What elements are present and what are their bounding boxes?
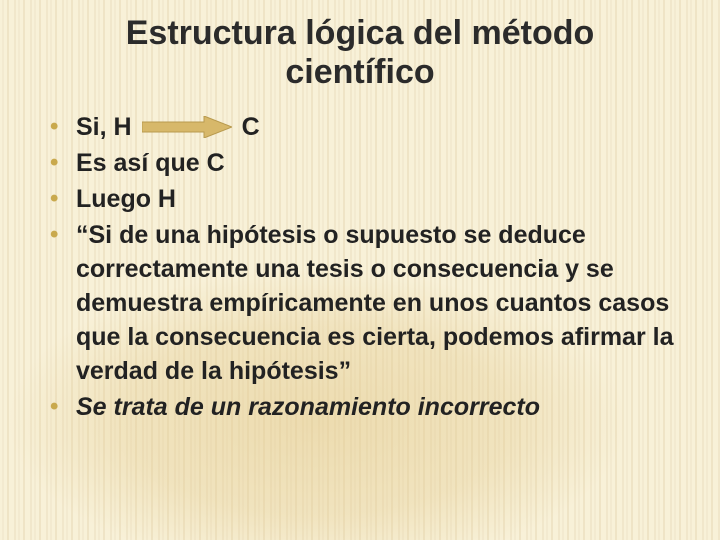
bullet-icon: •	[50, 146, 76, 180]
list-item: • Se trata de un razonamiento incorrecto	[50, 390, 688, 424]
slide-title: Estructura lógica del método científico	[32, 14, 688, 92]
arrow-suffix: C	[242, 110, 260, 144]
bullet-text: Luego H	[76, 182, 688, 216]
bullet-text-arrow: Si, H C	[76, 110, 688, 144]
bullet-icon: •	[50, 182, 76, 216]
slide-content: • Si, H C • Es así que C • Luego H • “Si…	[32, 110, 688, 424]
list-item: • Es así que C	[50, 146, 688, 180]
slide: Estructura lógica del método científico …	[0, 0, 720, 540]
bullet-icon: •	[50, 110, 76, 144]
arrow-icon	[142, 116, 232, 138]
bullet-text: Es así que C	[76, 146, 688, 180]
list-item: • “Si de una hipótesis o supuesto se ded…	[50, 218, 688, 388]
bullet-text: “Si de una hipótesis o supuesto se deduc…	[76, 218, 688, 388]
bullet-icon: •	[50, 218, 76, 252]
bullet-icon: •	[50, 390, 76, 424]
arrow-prefix: Si, H	[76, 110, 132, 144]
list-item: • Luego H	[50, 182, 688, 216]
list-item: • Si, H C	[50, 110, 688, 144]
bullet-text-italic: Se trata de un razonamiento incorrecto	[76, 390, 688, 424]
